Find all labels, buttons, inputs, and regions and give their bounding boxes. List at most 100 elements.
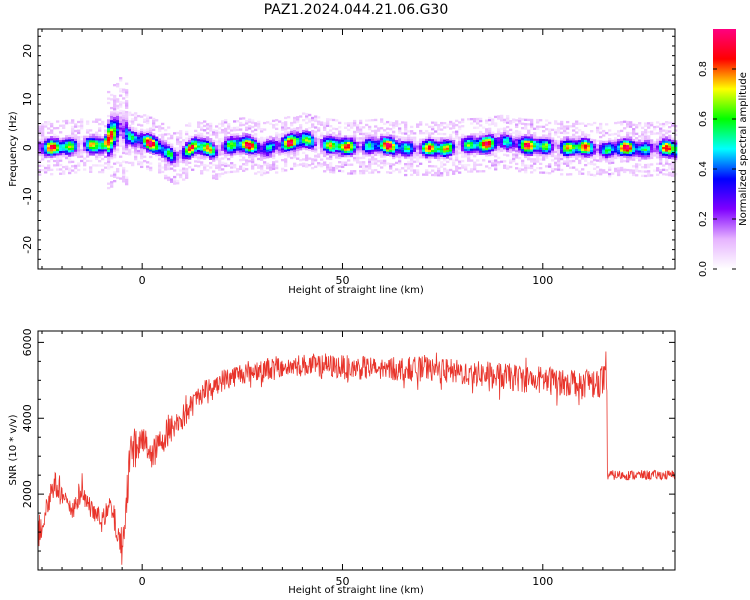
spectrogram-cell: [626, 131, 630, 135]
spectrogram-cell: [608, 155, 612, 158]
spectrogram-cell: [92, 138, 96, 141]
spectrogram-cell: [68, 139, 72, 142]
spectrogram-cell: [101, 144, 105, 148]
spectrogram-cell: [620, 138, 624, 141]
spectrogram-cell: [527, 166, 531, 170]
spectrogram-cell: [257, 138, 261, 141]
spectrogram-cell: [509, 148, 513, 151]
spectrogram-cell: [521, 159, 525, 163]
spectrogram-cell: [146, 167, 150, 171]
spectrogram-cell: [134, 153, 138, 156]
spectrogram-cell: [296, 142, 300, 145]
spectrogram-cell: [419, 151, 423, 155]
spectrogram-cell: [545, 145, 549, 148]
spectrogram-cell: [113, 142, 117, 146]
spectrogram-cell: [554, 150, 558, 154]
spectrogram-cell: [251, 136, 255, 140]
spectrogram-cell: [548, 154, 552, 157]
spectrogram-cell: [182, 139, 186, 142]
spectrogram-cell: [647, 150, 651, 153]
spectrogram-cell: [368, 136, 372, 139]
spectrogram-cell: [578, 170, 582, 173]
spectrogram-cell: [509, 159, 513, 162]
spectrogram-cell: [182, 169, 186, 173]
spectrogram-cell: [137, 145, 141, 148]
spectrogram-cell: [485, 145, 489, 148]
spectrogram-cell: [95, 146, 99, 150]
spectrogram-cell: [302, 134, 306, 137]
spectrogram-cell: [545, 156, 549, 159]
spectrogram-cell: [425, 153, 429, 157]
spectrogram-cell: [446, 125, 450, 129]
spectrogram-cell: [146, 130, 150, 133]
spectrogram-cell: [119, 90, 123, 93]
spectrogram-cell: [641, 152, 645, 156]
spectrogram-cell: [665, 147, 669, 150]
spectrogram-cell: [149, 168, 153, 172]
spectrogram-cell: [128, 113, 132, 117]
spectrogram-cell: [644, 163, 648, 167]
spectrogram-cell: [353, 130, 357, 134]
spectrogram-cell: [191, 153, 195, 156]
spectrogram-cell: [143, 120, 147, 124]
spectrogram-cell: [599, 131, 603, 134]
spectrogram-cell: [185, 163, 189, 166]
spectrogram-cell: [68, 134, 72, 138]
spectrogram-cell: [83, 161, 87, 165]
spectrogram-cell: [443, 143, 447, 147]
spectrogram-x-label: Height of straight line (km): [288, 285, 424, 296]
spectrogram-cell: [128, 144, 132, 147]
spectrogram-cell: [137, 162, 141, 166]
spectrogram-cell: [146, 115, 150, 118]
spectrogram-cell: [392, 148, 396, 151]
spectrogram-cell: [74, 123, 78, 126]
spectrogram-cell: [515, 143, 519, 146]
spectrogram-cell: [359, 161, 363, 164]
spectrogram-cell: [389, 134, 393, 137]
spectrogram-cell: [305, 128, 309, 131]
spectrogram-cell: [290, 167, 294, 171]
spectrogram-cell: [176, 173, 180, 176]
spectrogram-cell: [563, 136, 567, 139]
spectrogram-cell: [254, 137, 258, 140]
spectrogram-cell: [119, 101, 123, 104]
spectrogram-cell: [659, 138, 663, 141]
spectrogram-cell: [221, 152, 225, 156]
spectrogram-cell: [155, 119, 159, 122]
spectrogram-cell: [545, 134, 549, 137]
spectrogram-cell: [236, 170, 240, 173]
spectrogram-cell: [326, 150, 330, 154]
spectrogram-cell: [278, 146, 282, 149]
spectrogram-cell: [569, 151, 573, 154]
spectrogram-cell: [317, 155, 321, 158]
spectrogram-cell: [137, 130, 141, 133]
spectrogram-cell: [644, 152, 648, 156]
spectrogram-cell: [275, 138, 279, 141]
spectrogram-cell: [113, 140, 117, 144]
spectrogram-cell: [533, 136, 537, 139]
spectrogram-cell: [107, 156, 111, 159]
spectrogram-cell: [497, 137, 501, 140]
spectrogram-cell: [86, 146, 90, 149]
spectrogram-cell: [560, 122, 564, 126]
spectrogram-cell: [530, 134, 534, 137]
spectrogram-cell: [134, 118, 138, 122]
spectrogram-cell: [113, 180, 117, 183]
spectrogram-cell: [122, 88, 126, 91]
spectrogram-cell: [125, 106, 129, 109]
spectrogram-cell: [401, 151, 405, 155]
spectrogram-cell: [260, 154, 264, 157]
spectrogram-cell: [335, 156, 339, 159]
spectrogram-cell: [518, 117, 522, 120]
spectrogram-cell: [293, 140, 297, 144]
spectrogram-cell: [272, 141, 276, 144]
spectrogram-cell: [572, 144, 576, 147]
spectrogram-cell: [230, 151, 234, 154]
spectrogram-cell: [623, 120, 627, 123]
spectrogram-cell: [86, 129, 90, 132]
spectrogram-cell: [596, 139, 600, 143]
spectrogram-cell: [284, 158, 288, 161]
spectrogram-cell: [521, 161, 525, 165]
spectrogram-cell: [458, 167, 462, 170]
spectrogram-cell: [125, 145, 129, 149]
